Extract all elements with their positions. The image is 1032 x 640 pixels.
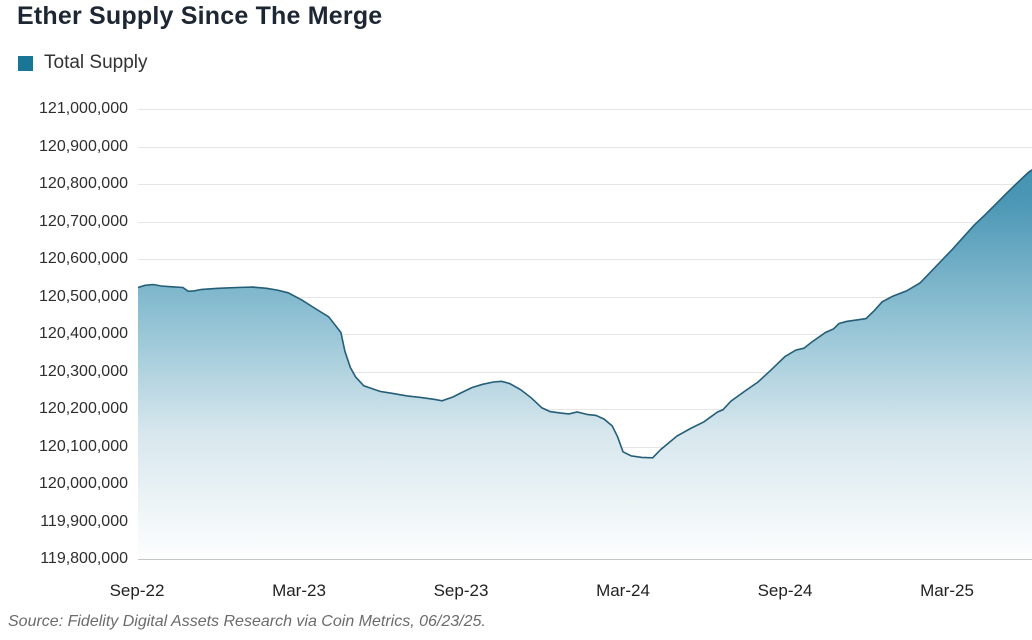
gridline	[138, 334, 1032, 335]
y-tick-label: 120,000,000	[39, 475, 128, 492]
y-tick-label: 120,300,000	[39, 362, 128, 380]
y-tick-label: 120,700,000	[39, 212, 128, 230]
x-tick-label: Sep-24	[757, 581, 813, 600]
x-tick-label: Sep-23	[433, 581, 489, 600]
legend: Total Supply	[18, 52, 148, 74]
y-tick-label: 120,400,000	[39, 325, 128, 342]
x-tick-label: Mar-23	[272, 581, 326, 600]
y-tick-label: 121,000,000	[39, 100, 128, 117]
series-line	[138, 169, 1032, 459]
y-tick-label: 120,800,000	[39, 175, 128, 192]
gridline	[138, 109, 1032, 110]
y-tick-label: 120,200,000	[39, 400, 128, 417]
y-tick-label: 119,800,000	[40, 550, 128, 567]
gridline	[138, 409, 1032, 410]
y-tick-label: 120,600,000	[39, 250, 128, 267]
gridline	[138, 184, 1032, 185]
y-tick-label: 120,500,000	[39, 287, 128, 305]
gridline	[138, 559, 1032, 560]
x-tick-label: Mar-25	[920, 581, 974, 600]
gridline	[138, 296, 1032, 298]
gridline	[138, 259, 1032, 260]
total-supply-area-series	[138, 169, 1032, 559]
x-tick-label: Mar-24	[596, 581, 650, 600]
gridline	[138, 371, 1032, 373]
chart-title: Ether Supply Since The Merge	[17, 2, 383, 30]
source-note: Source: Fidelity Digital Assets Research…	[8, 613, 486, 630]
y-tick-label: 119,900,000	[40, 512, 128, 530]
y-tick-label: 120,100,000	[39, 437, 128, 455]
gridline	[138, 146, 1032, 148]
legend-swatch-icon	[18, 55, 33, 71]
y-tick-label: 120,900,000	[39, 137, 128, 155]
gridline	[138, 221, 1032, 223]
legend-label: Total Supply	[44, 52, 148, 73]
area-fill	[138, 169, 1032, 559]
x-tick-label: Sep-22	[109, 581, 165, 600]
